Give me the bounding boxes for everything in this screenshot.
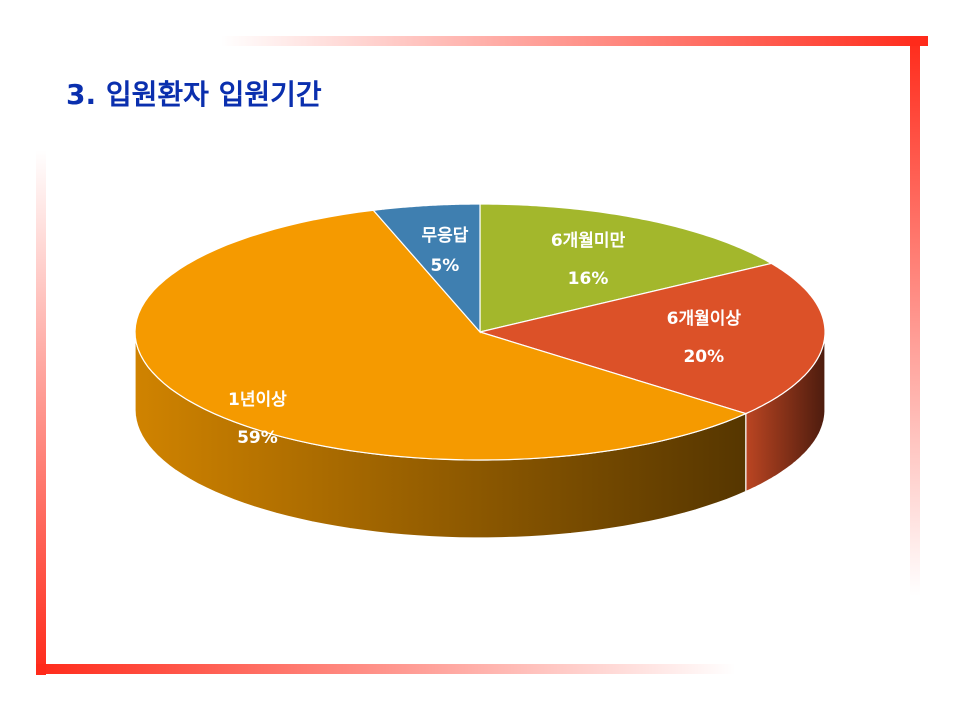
frame-right [910, 36, 920, 596]
data-label-name: 무응답 [421, 226, 468, 246]
slice [134, 209, 748, 461]
slice [477, 262, 826, 415]
data-label-value: 20% [683, 347, 724, 367]
frame-bottom [36, 664, 736, 674]
data-label-name: 1년이상 [228, 390, 287, 410]
data-label-name: 6개월미만 [551, 231, 626, 251]
data-label-name: 6개월이상 [667, 309, 742, 329]
slice [479, 203, 773, 333]
data-label-value: 16% [568, 269, 609, 289]
chart-title: 3. 입원환자 입원기간 [66, 78, 322, 111]
frame-top [220, 36, 928, 46]
pie: 6개월미만 16% 6개월이상 20% 1년이상 59% 무응답 5% [134, 203, 826, 539]
slice [372, 203, 481, 334]
frame-left [36, 150, 46, 675]
data-label-value: 5% [430, 256, 459, 276]
data-label-value: 59% [237, 428, 278, 448]
